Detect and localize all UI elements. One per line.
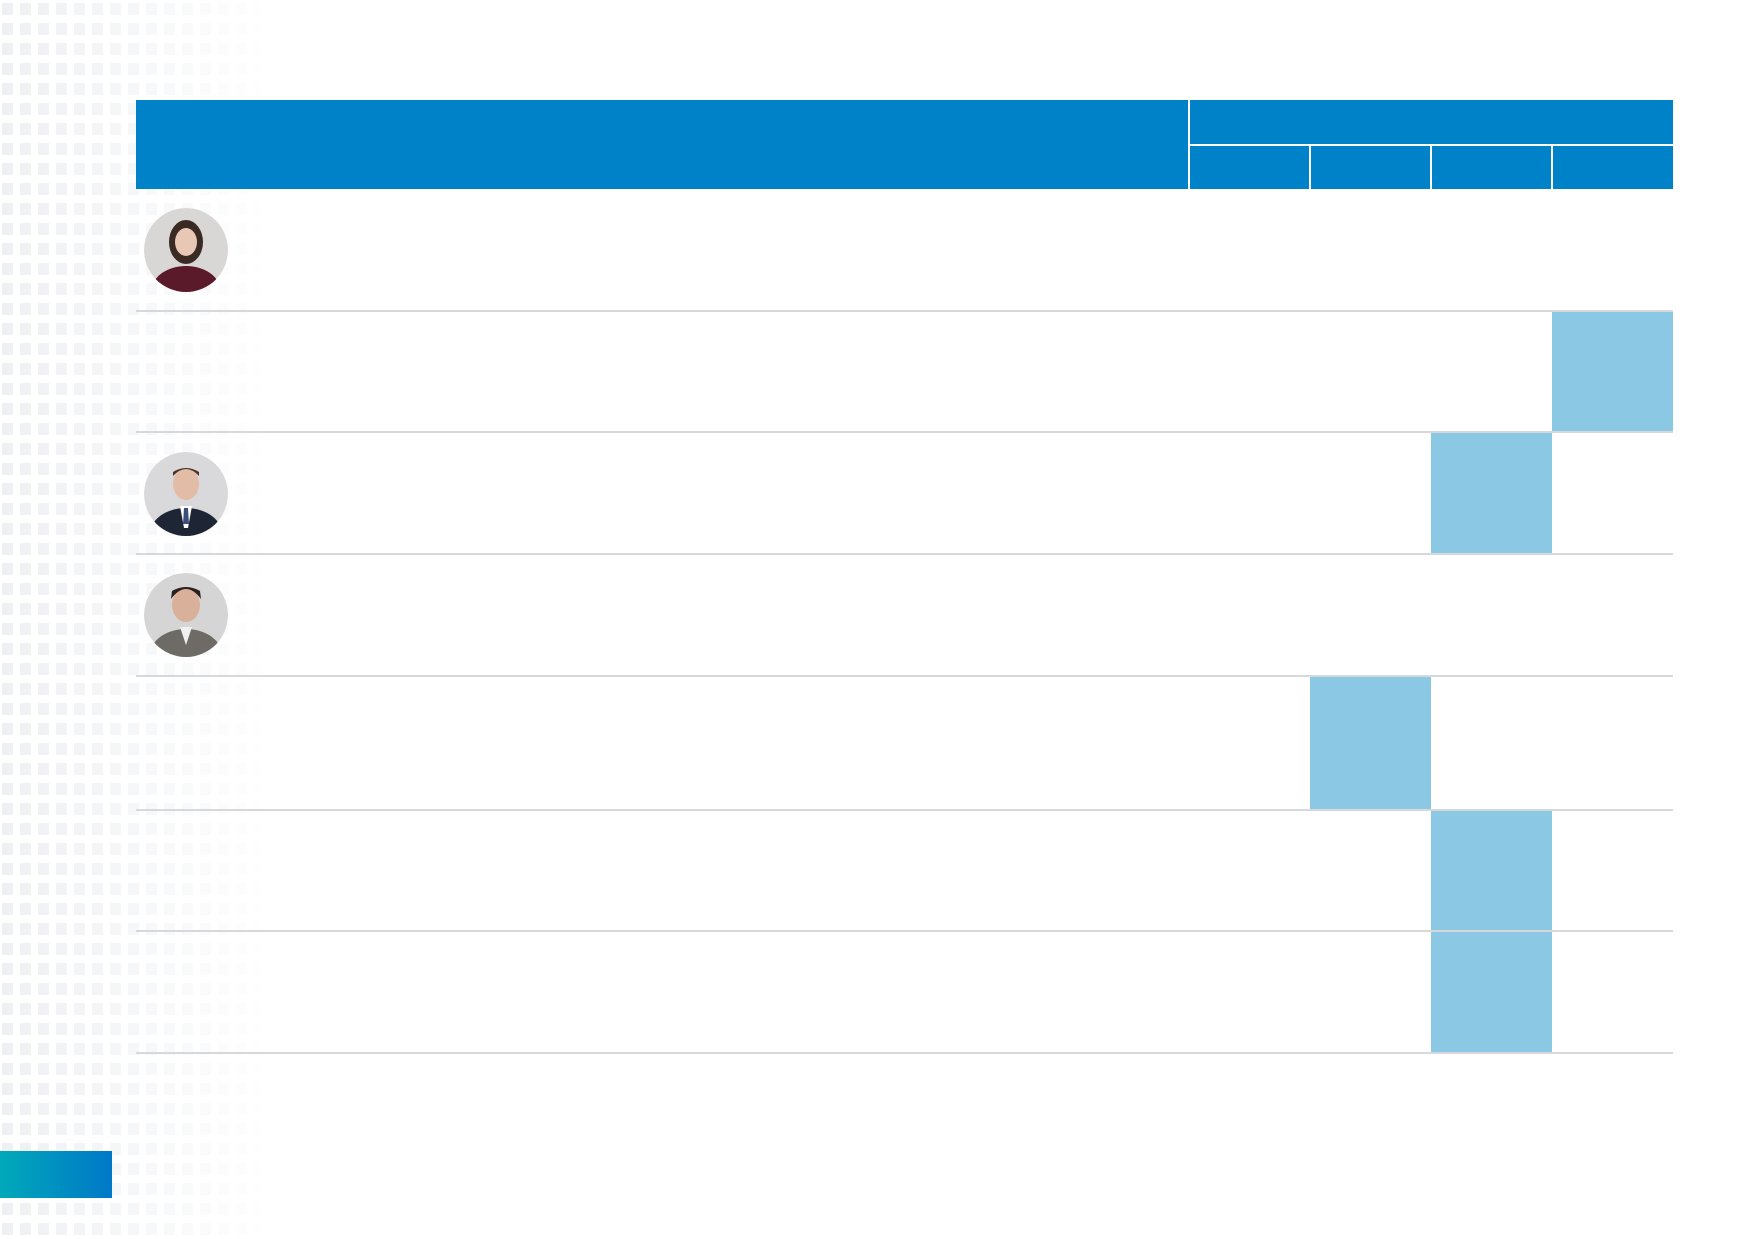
row-separators [136,310,1673,1054]
header-dividers [1188,100,1673,189]
page-tab [0,1151,112,1198]
highlight-cells [1310,311,1673,1053]
avatar [144,452,228,536]
avatar [144,573,228,657]
avatar [144,208,228,292]
